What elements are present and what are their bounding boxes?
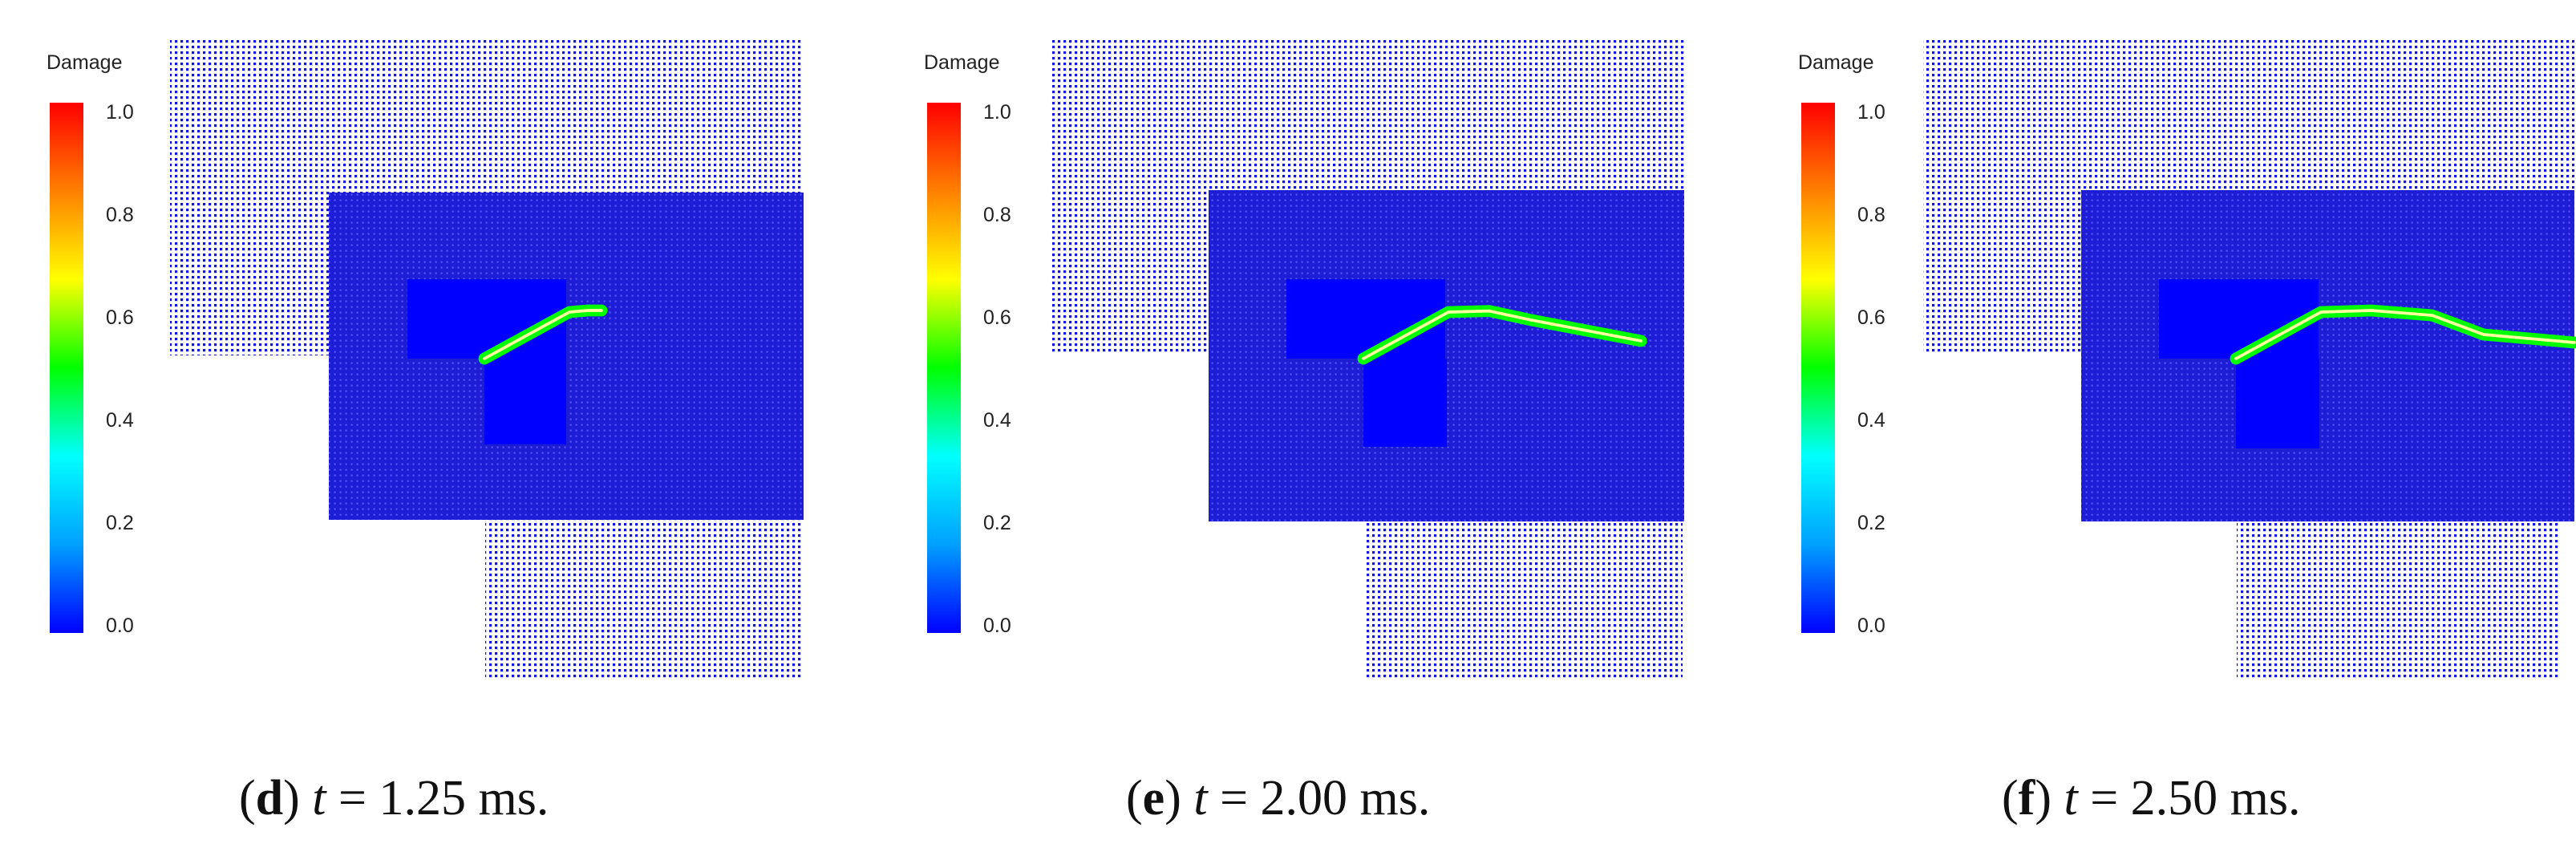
notch-block-upper [407, 279, 566, 359]
colorbar-gradient [50, 103, 83, 633]
colorbar-tick-0.2: 0.2 [106, 512, 134, 534]
crack-core [2234, 309, 2576, 360]
panel-f: Damage 1.0 0.8 0.6 0.4 0.2 0.0 (f) t = 2… [1798, 39, 2576, 826]
time-symbol: t [2064, 771, 2079, 826]
colorbar-tick-0.8: 0.8 [983, 204, 1011, 226]
colorbar-tick-0.6: 0.6 [1857, 306, 1885, 329]
specimen [170, 39, 804, 680]
panel-letter: f [2019, 771, 2036, 826]
colorbar-title: Damage [924, 51, 1000, 74]
colorbar-tick-1: 1.0 [983, 101, 1011, 124]
time-unit: ms. [479, 771, 549, 826]
notch-block-lower [484, 359, 566, 444]
panel-caption: (e) t = 2.00 ms. [1126, 771, 1430, 826]
specimen [1051, 39, 1684, 680]
colorbar-tick-0.0: 0.0 [1857, 615, 1885, 637]
panel-caption: (d) t = 1.25 ms. [239, 771, 549, 826]
panel-caption: (f) t = 2.50 ms. [2002, 771, 2301, 826]
caption-paren-close: ) [1164, 771, 1181, 826]
lower-loading-plate [1365, 520, 1683, 680]
time-symbol: t [1193, 771, 1209, 826]
caption-paren-open: ( [2002, 771, 2019, 826]
crack-path [2230, 304, 2576, 365]
colorbar-tick-0.2: 0.2 [983, 512, 1011, 534]
main-body-particles [2081, 190, 2574, 521]
notch-block-upper [2159, 279, 2319, 359]
lower-loading-plate [2237, 520, 2558, 680]
colorbar-tick-0.0: 0.0 [983, 615, 1011, 637]
caption-equals: = [2090, 771, 2118, 826]
panel-letter: d [256, 771, 283, 826]
colorbar-tick-0.4: 0.4 [983, 409, 1011, 432]
lower-loading-plate [485, 518, 802, 680]
colorbar-tick-0.4: 0.4 [1857, 409, 1885, 432]
colorbar-tick-0.8: 0.8 [1857, 204, 1885, 226]
time-unit: ms. [2230, 771, 2301, 826]
crack-path [1357, 305, 1647, 365]
colorbar-tick-0.6: 0.6 [106, 306, 134, 329]
specimen [1923, 39, 2576, 680]
crack-core [483, 309, 603, 360]
colorbar-tick-0.6: 0.6 [983, 306, 1011, 329]
caption-paren-open: ( [1126, 771, 1143, 826]
colorbar-gradient [1801, 103, 1835, 633]
caption-paren-close: ) [283, 771, 300, 826]
main-body-particles [1209, 190, 1684, 521]
panel-letter: e [1143, 771, 1165, 826]
panel-e: Damage 1.0 0.8 0.6 0.4 0.2 0.0 (e) t = 2… [924, 39, 1684, 826]
colorbar-title: Damage [1798, 51, 1874, 74]
colorbar-gradient [927, 103, 961, 633]
colorbar-title: Damage [47, 51, 123, 74]
time-symbol: t [312, 771, 327, 826]
colorbar-tick-0.8: 0.8 [106, 204, 134, 226]
colorbar: Damage 1.0 0.8 0.6 0.4 0.2 0.0 [924, 51, 1011, 637]
caption-equals: = [1220, 771, 1248, 826]
colorbar: Damage 1.0 0.8 0.6 0.4 0.2 0.0 [47, 51, 134, 637]
colorbar-tick-0.4: 0.4 [106, 409, 134, 432]
colorbar: Damage 1.0 0.8 0.6 0.4 0.2 0.0 [1798, 51, 1885, 637]
caption-equals: = [338, 771, 367, 826]
colorbar-tick-0.2: 0.2 [1857, 512, 1885, 534]
notch-block-lower [1363, 359, 1447, 447]
time-unit: ms. [1360, 771, 1431, 826]
colorbar-tick-1: 1.0 [1857, 101, 1885, 124]
crack-path [478, 304, 608, 365]
crack-core [1362, 309, 1642, 360]
time-value: 2.00 [1261, 771, 1348, 826]
caption-paren-close: ) [2035, 771, 2051, 826]
time-value: 1.25 [379, 771, 467, 826]
colorbar-tick-0.0: 0.0 [106, 615, 134, 637]
notch-block-lower [2236, 359, 2319, 448]
notch-block-upper [1286, 279, 1445, 359]
caption-paren-open: ( [239, 771, 256, 826]
panel-d: Damage 1.0 0.8 0.6 0.4 0.2 0.0 (d) t = 1… [47, 39, 804, 826]
colorbar-tick-1: 1.0 [106, 101, 134, 124]
time-value: 2.50 [2131, 771, 2218, 826]
